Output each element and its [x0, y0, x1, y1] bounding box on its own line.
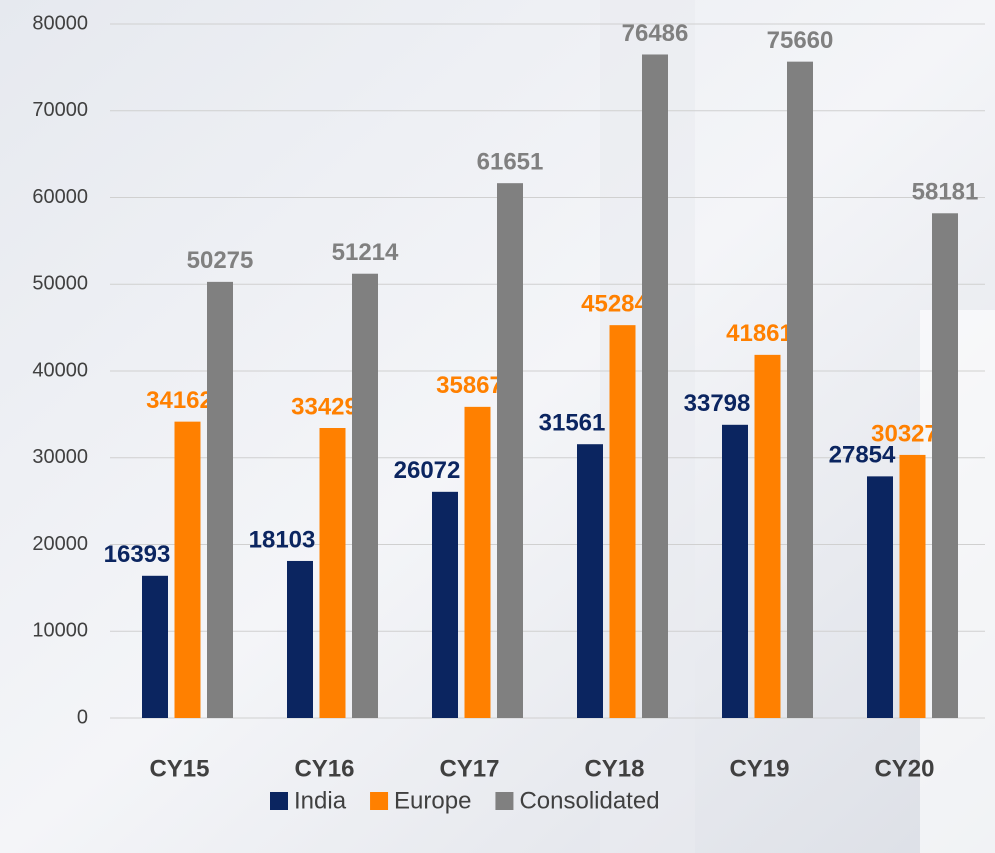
y-tick-label: 60000: [32, 186, 88, 208]
bar: [287, 560, 313, 718]
x-tick-label: CY16: [294, 755, 354, 782]
bar: [464, 406, 491, 718]
bar: [899, 454, 926, 718]
data-label: 18103: [249, 526, 316, 553]
bar: [352, 273, 378, 718]
bar: [787, 61, 813, 719]
legend-swatch: [370, 792, 389, 810]
x-tick-label: CY17: [439, 755, 499, 782]
data-label: 76486: [622, 20, 689, 47]
data-label: 34162: [146, 387, 213, 414]
y-tick-label: 70000: [32, 99, 88, 121]
bar: [142, 575, 168, 718]
y-tick-label: 30000: [32, 446, 88, 468]
y-tick-label: 50000: [32, 273, 88, 295]
bar: [319, 428, 346, 718]
y-tick-label: 0: [77, 706, 88, 728]
bar: [174, 421, 201, 718]
bar: [754, 354, 781, 718]
legend-label: Europe: [394, 787, 471, 814]
y-tick-label: 40000: [32, 359, 88, 381]
bar: [207, 281, 233, 718]
bar: [722, 424, 748, 718]
legend-swatch: [495, 792, 514, 810]
x-tick-label: CY15: [149, 755, 209, 782]
data-label: 27854: [829, 442, 896, 469]
data-label: 51214: [332, 239, 399, 266]
data-label: 30327: [871, 420, 938, 447]
y-tick-label: 80000: [32, 12, 88, 34]
data-label: 58181: [912, 179, 979, 206]
data-label: 41861: [726, 320, 793, 347]
data-label: 75660: [767, 27, 834, 54]
data-label: 26072: [394, 457, 461, 484]
data-label: 16393: [104, 541, 171, 568]
data-label: 45284: [581, 291, 648, 318]
bar: [432, 491, 458, 718]
data-label: 33429: [291, 393, 358, 420]
data-label: 50275: [187, 247, 254, 274]
legend-label: India: [294, 787, 347, 814]
y-tick-label: 20000: [32, 533, 88, 555]
bar: [642, 54, 668, 719]
data-label: 33798: [684, 390, 751, 417]
legend-swatch: [270, 792, 288, 810]
x-tick-label: CY18: [584, 755, 644, 782]
x-tick-label: CY19: [729, 755, 789, 782]
bar: [932, 213, 958, 718]
x-tick-label: CY20: [874, 755, 934, 782]
bar: [609, 325, 636, 718]
bar: [867, 476, 893, 718]
legend-label: Consolidated: [519, 787, 659, 814]
data-label: 31561: [539, 410, 606, 437]
bar: [497, 183, 523, 718]
bar: [577, 444, 603, 718]
y-tick-label: 10000: [32, 620, 88, 642]
data-label: 61651: [477, 149, 544, 176]
data-label: 35867: [436, 372, 503, 399]
